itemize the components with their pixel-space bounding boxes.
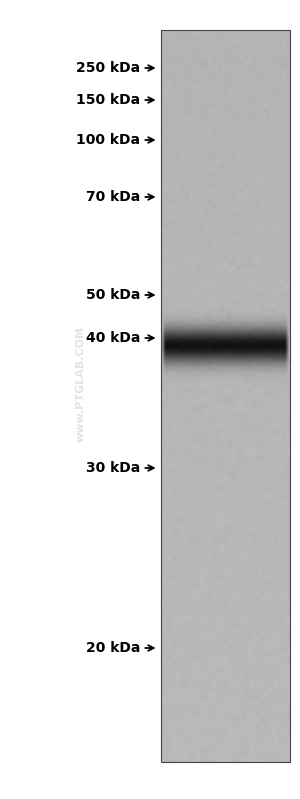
Text: 250 kDa: 250 kDa: [76, 61, 140, 75]
Text: 150 kDa: 150 kDa: [76, 93, 140, 107]
Text: 40 kDa: 40 kDa: [86, 331, 140, 345]
Text: 20 kDa: 20 kDa: [86, 641, 140, 655]
Text: 70 kDa: 70 kDa: [86, 190, 140, 204]
Bar: [160, 30, 290, 762]
Text: 50 kDa: 50 kDa: [86, 288, 140, 302]
Text: 100 kDa: 100 kDa: [76, 133, 140, 147]
Text: www.PTGLAB.COM: www.PTGLAB.COM: [76, 325, 86, 442]
Text: 30 kDa: 30 kDa: [86, 461, 140, 475]
